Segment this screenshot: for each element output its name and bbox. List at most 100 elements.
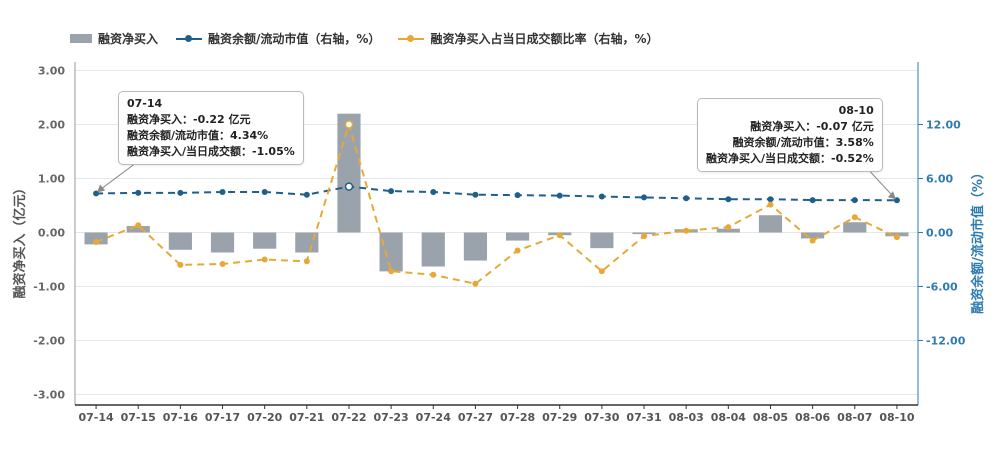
x-tick-label: 07-16 — [163, 411, 199, 424]
balance-point — [851, 197, 858, 204]
callout-first-arrowhead — [97, 184, 106, 193]
balance-point — [556, 192, 563, 199]
legend-item-balance: 融资余额/流动市值（右轴，%） — [176, 30, 380, 47]
ratio-point — [809, 237, 816, 244]
callout-last-arrowhead — [887, 191, 896, 200]
x-tick-label: 08-05 — [753, 411, 788, 424]
balance-point — [767, 196, 774, 203]
balance-point — [514, 192, 521, 199]
balance-point — [177, 189, 184, 196]
bar — [168, 232, 192, 250]
balance-point — [809, 197, 816, 204]
callout-last: 08-10 融资净买入：-0.07 亿元 融资余额/流动市值：3.58% 融资净… — [697, 98, 883, 172]
balance-point — [683, 195, 690, 202]
left-tick-label: 0.00 — [38, 227, 65, 240]
legend-label-balance: 融资余额/流动市值（右轴，%） — [208, 32, 381, 46]
balance-point — [303, 191, 310, 198]
left-tick-label: 3.00 — [38, 65, 65, 78]
bar — [126, 226, 150, 233]
right-tick-label: 6.00 — [926, 173, 953, 186]
bar — [801, 232, 825, 239]
balance-point — [135, 189, 142, 196]
left-tick-label: -3.00 — [33, 389, 65, 402]
x-tick-label: 07-14 — [78, 411, 114, 424]
ratio-point — [514, 247, 521, 254]
ratio-highlight-point — [344, 120, 354, 129]
callout-first: 07-14 融资净买入：-0.22 亿元 融资余额/流动市值：4.34% 融资净… — [118, 91, 304, 165]
x-tick-label: 07-30 — [584, 411, 620, 424]
bar — [84, 232, 108, 245]
right-axis-label: 融资余额/流动市值（%） — [970, 166, 986, 314]
x-tick-label: 07-23 — [374, 411, 409, 424]
bar — [337, 113, 361, 233]
ratio-point — [556, 232, 563, 239]
ratio-point — [472, 280, 479, 287]
balance-point — [219, 189, 226, 195]
right-tick-label: 0.00 — [926, 227, 953, 240]
x-tick-label: 07-31 — [626, 411, 661, 424]
ratio-point — [851, 214, 858, 221]
balance-point — [430, 189, 437, 195]
line-series — [93, 120, 900, 287]
callout-last-date: 08-10 — [838, 104, 874, 117]
ratio-point — [683, 227, 690, 234]
left-tick-label: 2.00 — [38, 119, 65, 132]
legend-label-net-buy: 融资净买入 — [98, 32, 159, 46]
ratio-point — [135, 222, 142, 229]
ratio-point — [219, 261, 226, 267]
balance-point — [641, 194, 648, 201]
left-tick-label: -1.00 — [33, 281, 65, 294]
axes: 3.00 2.00 1.00 0.00 -1.00 -2.00 -3.00 12.00 6.00… — [33, 62, 966, 424]
right-tick-label: -6.00 — [926, 281, 958, 294]
bar — [295, 232, 319, 253]
ratio-point — [430, 271, 437, 278]
x-tick-label: 08-04 — [711, 411, 747, 424]
x-tick-label: 07-28 — [500, 411, 535, 424]
balance-point — [598, 193, 605, 200]
callout-last-net-buy: 融资净买入：-0.07 亿元 — [750, 120, 874, 133]
bar — [758, 215, 783, 233]
balance-highlight-point — [344, 182, 354, 191]
left-axis-label: 融资净买入（亿元） — [12, 181, 28, 298]
ratio-point — [641, 233, 648, 240]
left-tick-label: 1.00 — [38, 173, 65, 186]
bar — [505, 232, 530, 241]
bar — [379, 232, 403, 272]
legend: 融资净买入 融资余额/流动市值（右轴，%） 融资净买入占当日成交额比率（右轴，%… — [70, 30, 658, 47]
callout-first-arrow — [98, 159, 141, 191]
legend-label-ratio: 融资净买入占当日成交额比率（右轴，%） — [430, 32, 659, 46]
right-tick-label: 12.00 — [926, 119, 961, 132]
callout-first-net-buy: 融资净买入：-0.22 亿元 — [127, 113, 251, 126]
right-tick-label: -12.00 — [926, 335, 966, 348]
legend-item-net-buy: 融资净买入 — [70, 30, 158, 47]
x-tick-label: 07-21 — [289, 411, 324, 424]
x-tick-label: 07-24 — [416, 411, 452, 424]
ratio-point — [767, 201, 774, 208]
balance-point — [388, 188, 395, 195]
ratio-point — [177, 261, 184, 268]
bar — [716, 228, 740, 233]
x-tick-label: 07-27 — [458, 411, 493, 424]
legend-balance-swatch — [176, 33, 203, 45]
x-tick-label: 07-15 — [121, 411, 156, 424]
bar — [843, 222, 867, 233]
ratio-point — [598, 268, 605, 275]
ratio-line — [95, 120, 898, 285]
callout-first-balance: 融资余额/流动市值：4.34% — [127, 129, 269, 142]
x-tick-label: 08-06 — [795, 411, 831, 424]
bar — [421, 232, 445, 267]
x-tick-label: 08-10 — [879, 411, 915, 424]
legend-item-ratio: 融资净买入占当日成交额比率（右轴，%） — [398, 30, 658, 47]
balance-point — [261, 189, 268, 195]
left-tick-label: -2.00 — [33, 335, 65, 348]
bar — [253, 232, 277, 249]
balance-line — [96, 185, 897, 202]
balance-point — [725, 196, 732, 203]
ratio-point — [725, 224, 732, 231]
bar — [210, 232, 235, 253]
callout-first-ratio: 融资净买入/当日成交额：-1.05% — [127, 145, 295, 158]
balance-point — [472, 191, 479, 198]
x-tick-label: 07-29 — [542, 411, 577, 424]
x-tick-label: 07-22 — [331, 411, 366, 424]
